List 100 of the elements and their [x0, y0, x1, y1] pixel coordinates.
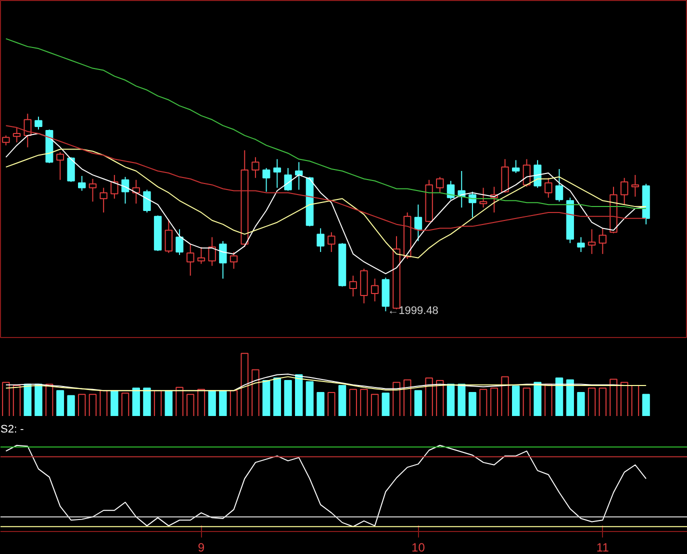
- bar: [197, 388, 206, 416]
- candlestick: [522, 158, 531, 188]
- bar: [577, 392, 585, 416]
- candlestick: [468, 191, 476, 218]
- candlestick: [197, 246, 206, 264]
- bar: [12, 385, 21, 416]
- bar: [404, 379, 412, 416]
- annotation: ←1999.48: [388, 305, 438, 318]
- candlestick: [631, 174, 640, 198]
- bar: [110, 390, 118, 416]
- candlestick: [230, 251, 238, 270]
- candlestick: [479, 187, 488, 208]
- bar: [284, 380, 292, 416]
- candlestick: [414, 204, 422, 242]
- bar: [219, 390, 227, 416]
- bar: [534, 382, 542, 416]
- bar: [610, 378, 618, 416]
- candlestick: [284, 168, 292, 192]
- bar: [34, 384, 42, 416]
- bar: [208, 390, 216, 416]
- candlestick: [110, 174, 118, 200]
- bar: [252, 369, 260, 416]
- bar: [88, 394, 97, 416]
- bar: [143, 388, 151, 416]
- x-tick-label: 11: [596, 540, 610, 554]
- candlestick: [219, 240, 227, 280]
- bar: [2, 382, 10, 416]
- bar: [631, 385, 640, 416]
- candlestick: [512, 160, 520, 174]
- candlestick: [620, 177, 628, 206]
- bar: [588, 388, 596, 416]
- candlestick: [262, 168, 270, 192]
- bar: [436, 380, 444, 416]
- bar: [512, 386, 520, 416]
- candlestick: [328, 232, 336, 252]
- bar: [132, 388, 140, 416]
- candlestick: [208, 236, 216, 266]
- bar: [230, 390, 238, 416]
- candlestick: [100, 187, 108, 213]
- bar: [328, 392, 336, 416]
- bar: [176, 386, 184, 416]
- x-tick-label: 9: [198, 540, 205, 554]
- bar: [67, 395, 75, 416]
- bar: [78, 394, 86, 416]
- candlestick: [186, 244, 194, 276]
- candlestick: [176, 228, 184, 256]
- candlestick: [88, 178, 97, 202]
- candlestick: [273, 158, 282, 188]
- bar: [240, 352, 248, 416]
- bar: [295, 374, 303, 416]
- bar: [360, 388, 368, 416]
- bar: [100, 390, 108, 416]
- bar: [490, 388, 498, 416]
- bar: [458, 384, 466, 416]
- candlestick: [436, 176, 444, 194]
- bar: [262, 380, 270, 416]
- candlestick: [34, 116, 42, 130]
- bar: [414, 390, 422, 416]
- bar: [164, 390, 173, 416]
- bar: [121, 392, 130, 416]
- bar: [620, 382, 628, 416]
- candlestick: [252, 156, 260, 178]
- x-tick-label: 10: [412, 540, 426, 554]
- bar: [338, 385, 346, 416]
- bar: [45, 384, 54, 416]
- candlestick: [534, 160, 542, 188]
- bar: [56, 390, 64, 416]
- bar: [446, 384, 455, 416]
- candlestick: [2, 134, 10, 146]
- bar: [392, 382, 400, 416]
- bar: [598, 388, 607, 416]
- bar: [306, 381, 314, 416]
- candlestick: [598, 228, 607, 254]
- bar: [566, 379, 574, 416]
- bar: [273, 377, 282, 416]
- candlestick: [12, 127, 21, 143]
- candlestick: [67, 156, 75, 182]
- candlestick: [143, 189, 151, 213]
- bar: [316, 392, 324, 416]
- candlestick: [577, 236, 585, 252]
- bar: [642, 394, 650, 416]
- bar: [382, 392, 390, 416]
- bar: [425, 377, 433, 416]
- candlestick: [349, 275, 357, 297]
- bar: [370, 394, 379, 416]
- bar: [522, 388, 531, 416]
- bar: [154, 390, 162, 416]
- bar: [468, 392, 476, 416]
- bar: [555, 377, 564, 416]
- candlestick: [316, 228, 324, 252]
- candlestick: [295, 162, 303, 190]
- bar: [479, 388, 488, 416]
- candlestick: [78, 175, 86, 192]
- bar: [501, 376, 509, 416]
- candlestick: [370, 278, 379, 302]
- candlestick: [544, 177, 552, 198]
- candlestick: [164, 218, 173, 254]
- bar: [24, 384, 32, 416]
- candlestick: [56, 152, 64, 180]
- candlestick: [588, 228, 596, 254]
